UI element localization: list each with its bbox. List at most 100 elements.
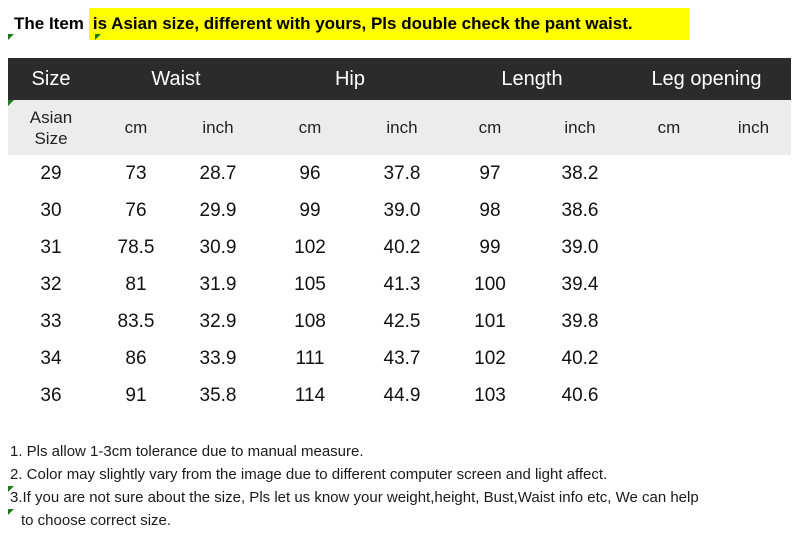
cell-waist-cm: 81 — [125, 273, 147, 295]
cell-leg-inch — [716, 340, 791, 377]
cell-hip-cm: 111 — [295, 347, 325, 369]
cell-leg-cm — [622, 192, 716, 229]
cell-length-cm: 99 — [479, 236, 501, 258]
cell-waist-inch: 35.8 — [199, 384, 237, 406]
cell-length-cm: 101 — [474, 310, 506, 332]
cell-marker-icon — [95, 34, 101, 40]
table-header-row: Size Waist Hip Length Leg opening — [8, 58, 791, 100]
unit-cm: cm — [298, 117, 322, 137]
cell-hip-inch: 40.2 — [383, 236, 421, 258]
cell-leg-inch — [716, 155, 791, 192]
cell-size: 36 — [40, 384, 62, 406]
cell-leg-inch — [716, 377, 791, 414]
cell-marker-icon — [8, 486, 14, 492]
cell-hip-cm: 105 — [294, 273, 326, 295]
cell-size: 33 — [40, 310, 62, 332]
cell-leg-cm — [622, 377, 716, 414]
cell-waist-cm: 76 — [125, 199, 147, 221]
cell-size: 30 — [40, 199, 62, 221]
header-length: Length — [501, 67, 563, 90]
cell-waist-cm: 86 — [125, 347, 147, 369]
table-row: 33 83.5 32.9 108 42.5 101 39.8 — [8, 303, 791, 340]
unit-inch: inch — [386, 117, 418, 137]
header-hip: Hip — [334, 67, 365, 90]
cell-leg-cm — [622, 229, 716, 266]
table-row: 34 86 33.9 111 43.7 102 40.2 — [8, 340, 791, 377]
size-warning-banner: The Item is Asian size, different with y… — [8, 8, 689, 40]
cell-marker-icon — [8, 100, 14, 106]
cell-length-inch: 38.6 — [561, 199, 599, 221]
cell-hip-inch: 39.0 — [383, 199, 421, 221]
table-unit-row: Asian Size cm inch cm inch cm inch cm in… — [8, 100, 791, 155]
notes-section: 1. Pls allow 1-3cm tolerance due to manu… — [8, 440, 790, 532]
cell-length-cm: 103 — [474, 384, 506, 406]
note-item: 3.If you are not sure about the size, Pl… — [10, 489, 699, 506]
unit-inch: inch — [737, 117, 770, 137]
cell-size: 29 — [40, 162, 62, 184]
table-row: 30 76 29.9 99 39.0 98 38.6 — [8, 192, 791, 229]
cell-length-inch: 39.8 — [561, 310, 599, 332]
cell-leg-inch — [716, 229, 791, 266]
cell-length-cm: 100 — [474, 273, 506, 295]
cell-length-inch: 40.2 — [561, 347, 599, 369]
cell-hip-cm: 99 — [299, 199, 321, 221]
cell-waist-inch: 28.7 — [199, 162, 237, 184]
cell-waist-cm: 73 — [125, 162, 147, 184]
table-row: 36 91 35.8 114 44.9 103 40.6 — [8, 377, 791, 414]
cell-hip-inch: 42.5 — [383, 310, 421, 332]
cell-size: 32 — [40, 273, 62, 295]
cell-leg-cm — [622, 340, 716, 377]
cell-length-inch: 39.0 — [561, 236, 599, 258]
cell-hip-cm: 96 — [299, 162, 321, 184]
cell-size: 34 — [40, 347, 62, 369]
unit-cm: cm — [124, 117, 148, 137]
cell-marker-icon — [8, 509, 14, 515]
cell-hip-inch: 37.8 — [383, 162, 421, 184]
cell-leg-inch — [716, 303, 791, 340]
cell-hip-cm: 114 — [294, 384, 326, 406]
cell-leg-inch — [716, 266, 791, 303]
cell-waist-inch: 29.9 — [199, 199, 237, 221]
asian-size-line1: Asian — [29, 107, 73, 127]
size-chart-table: Size Waist Hip Length Leg opening Asian … — [8, 58, 791, 414]
cell-leg-inch — [716, 192, 791, 229]
note-item: 2. Color may slightly vary from the imag… — [10, 466, 608, 483]
header-waist: Waist — [151, 67, 201, 90]
header-size: Size — [31, 67, 71, 90]
cell-leg-cm — [622, 303, 716, 340]
cell-waist-inch: 30.9 — [199, 236, 237, 258]
cell-length-cm: 102 — [474, 347, 506, 369]
note-item: to choose correct size. — [21, 512, 172, 529]
cell-waist-cm: 78.5 — [117, 236, 155, 258]
cell-waist-inch: 32.9 — [199, 310, 237, 332]
unit-cm: cm — [478, 117, 502, 137]
note-item: 1. Pls allow 1-3cm tolerance due to manu… — [10, 443, 364, 460]
cell-leg-cm — [622, 266, 716, 303]
table-row: 29 73 28.7 96 37.8 97 38.2 — [8, 155, 791, 192]
unit-inch: inch — [564, 117, 596, 137]
cell-marker-icon — [8, 34, 14, 40]
banner-highlight: is Asian size, different with yours, Pls… — [88, 8, 689, 40]
table-body: 29 73 28.7 96 37.8 97 38.2 30 76 29.9 99 39.0 98 38.6… — [8, 155, 791, 414]
cell-waist-inch: 33.9 — [199, 347, 237, 369]
cell-length-cm: 98 — [479, 199, 501, 221]
cell-hip-inch: 43.7 — [383, 347, 421, 369]
header-leg-opening: Leg opening — [651, 67, 762, 90]
cell-waist-inch: 31.9 — [199, 273, 237, 295]
table-row: 32 81 31.9 105 41.3 100 39.4 — [8, 266, 791, 303]
cell-hip-inch: 44.9 — [383, 384, 421, 406]
cell-length-inch: 39.4 — [561, 273, 599, 295]
unit-cm: cm — [657, 117, 681, 137]
cell-length-inch: 38.2 — [561, 162, 599, 184]
cell-leg-cm — [622, 155, 716, 192]
cell-hip-cm: 102 — [294, 236, 326, 258]
cell-waist-cm: 83.5 — [117, 310, 155, 332]
banner-lead: The Item — [14, 14, 84, 33]
table-row: 31 78.5 30.9 102 40.2 99 39.0 — [8, 229, 791, 266]
cell-waist-cm: 91 — [125, 384, 147, 406]
cell-hip-cm: 108 — [294, 310, 326, 332]
asian-size-label: Asian Size — [8, 100, 94, 155]
cell-length-inch: 40.6 — [561, 384, 599, 406]
cell-size: 31 — [40, 236, 62, 258]
asian-size-line2: Size — [34, 128, 68, 148]
